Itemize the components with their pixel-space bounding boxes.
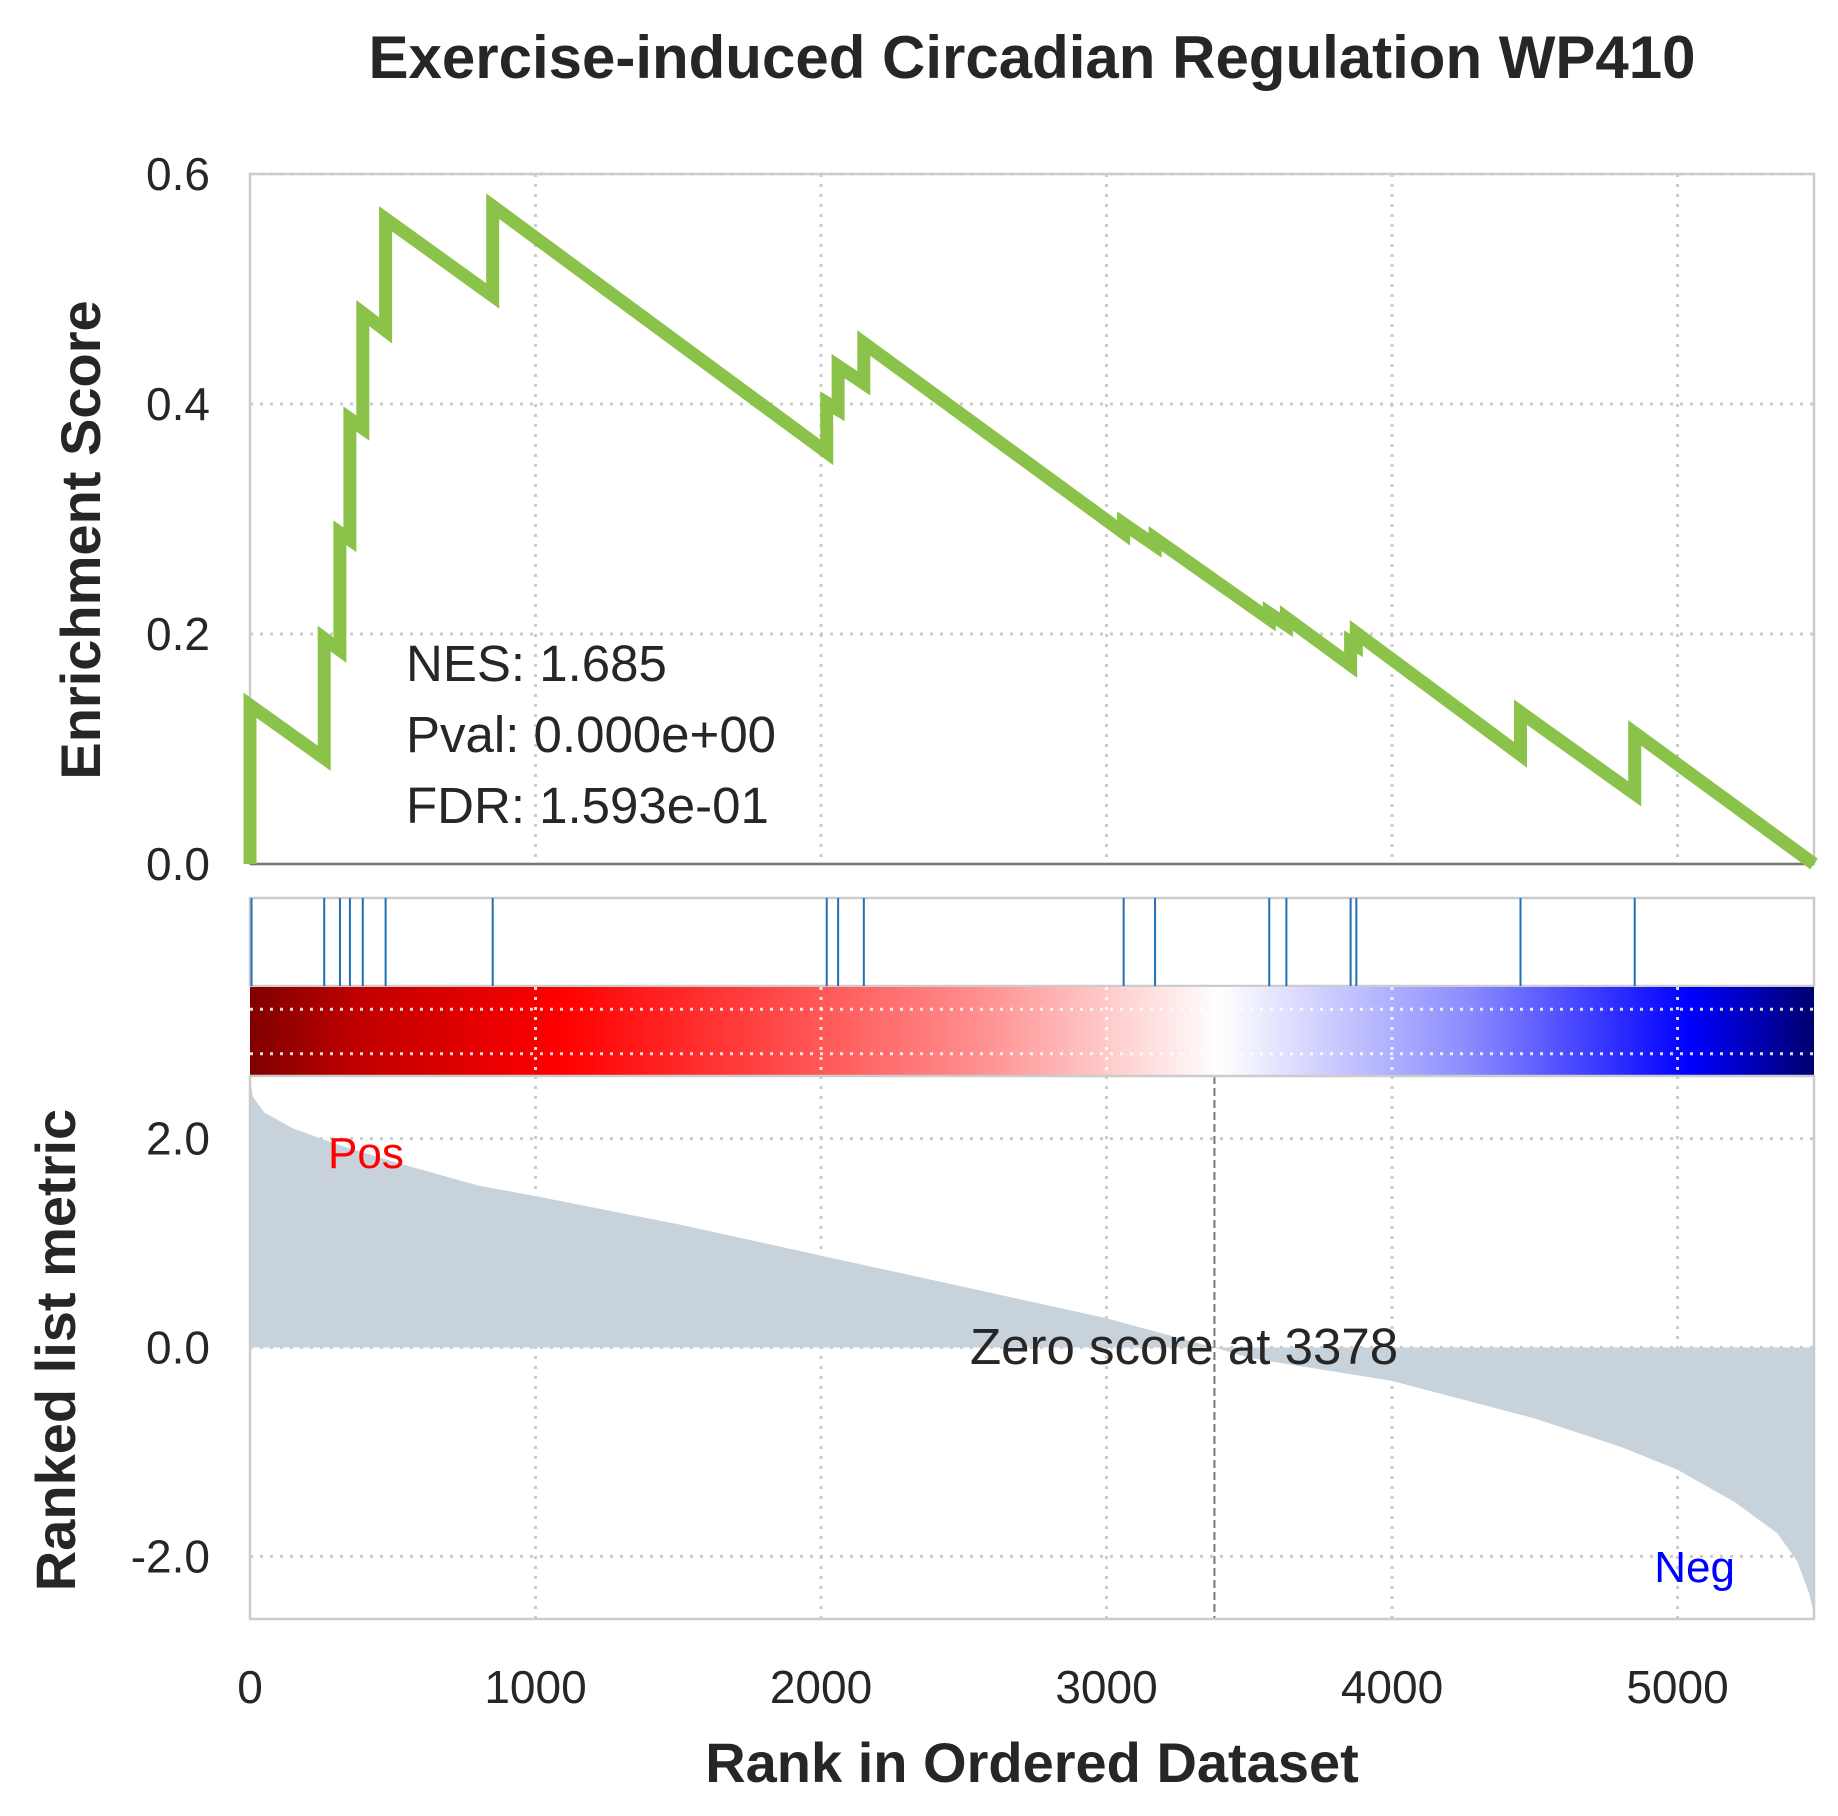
pos-label: Pos [328,1129,404,1178]
enrichment-y-axis-label: Enrichment Score [49,300,112,779]
es-y-tick-2: 0.4 [146,378,210,430]
gene-hit-ticks [250,898,1636,986]
metric-y-axis-label: Ranked list metric [24,1109,87,1591]
metric-y-tick-1: 0.0 [146,1322,210,1374]
es-y-tick-3: 0.6 [146,148,210,200]
x-tick-3: 3000 [1055,1661,1157,1713]
ranked-metric-frame [248,1074,1816,1621]
x-axis-label: Rank in Ordered Dataset [705,1731,1359,1794]
enrichment-panel: 0.00.20.40.6 NES: 1.685 Pval: 0.000e+00 … [49,148,1818,890]
colorbar-grid-lines [250,987,1814,1076]
enrichment-score-line [243,193,1818,870]
ranked-metric-area [250,1076,1814,1614]
rank-colorbar-panel [250,987,1814,1076]
ranked-metric-panel: 2.0 0.0 -2.0 Pos Neg Zero score at 3378 Ra… [24,1074,1816,1621]
neg-label: Neg [1654,1543,1735,1592]
pval-stat: Pval: 0.000e+00 [406,706,776,763]
zero-score-label: Zero score at 3378 [970,1318,1398,1375]
rank-colorbar [250,987,1814,1076]
hit-ticks-panel [248,896,1816,988]
x-tick-2: 2000 [770,1661,872,1713]
x-axis-ticks: 0 1000 2000 3000 4000 5000 [237,1661,1728,1713]
enrichment-y-ticks: 0.0 0.2 0.4 0.6 [146,148,210,890]
fdr-stat: FDR: 1.593e-01 [406,777,769,834]
metric-y-tick-2: -2.0 [131,1530,210,1582]
metric-y-ticks: 2.0 0.0 -2.0 [131,1113,210,1583]
x-tick-4: 4000 [1341,1661,1443,1713]
chart-title: Exercise-induced Circadian Regulation WP… [368,24,1695,91]
x-tick-0: 0 [237,1661,263,1713]
x-tick-1: 1000 [484,1661,586,1713]
metric-y-tick-0: 2.0 [146,1113,210,1165]
hit-ticks-frame [248,896,1816,988]
x-tick-5: 5000 [1626,1661,1728,1713]
es-y-tick-0: 0.0 [146,838,210,890]
nes-stat: NES: 1.685 [406,635,667,692]
es-y-tick-1: 0.2 [146,608,210,660]
